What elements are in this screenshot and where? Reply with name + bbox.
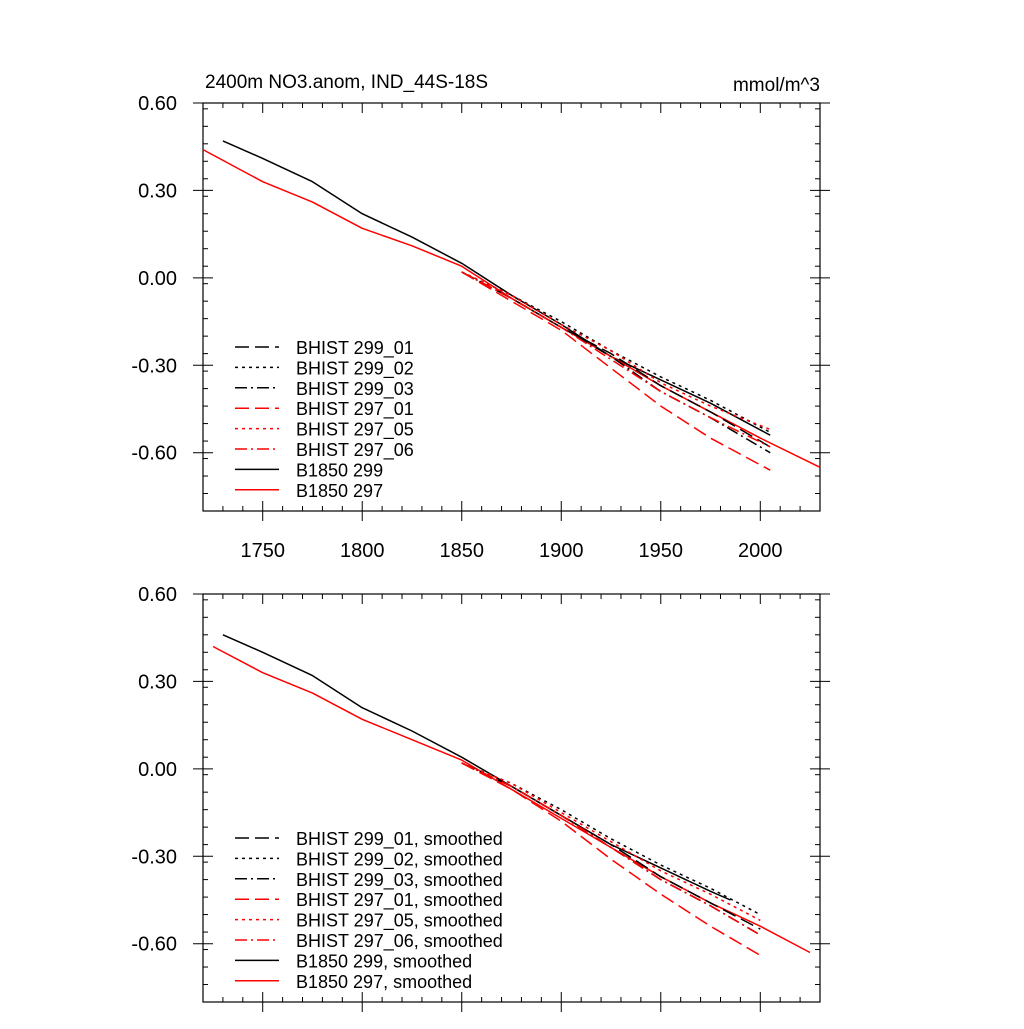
series-line-0	[461, 271, 771, 448]
y-tick-label: -0.30	[131, 355, 177, 377]
legend-label: BHIST 297_05, smoothed	[296, 911, 503, 932]
y-tick-label: 0.30	[138, 671, 177, 693]
y-tick-label: 0.00	[138, 759, 177, 781]
legend-label: B1850 297	[296, 481, 383, 501]
legend-label: BHIST 297_01	[296, 399, 414, 420]
plot-frame	[202, 593, 821, 1003]
series-line-0	[461, 762, 761, 930]
legend-label: BHIST 297_01, smoothed	[296, 890, 503, 911]
series-line-5	[461, 762, 761, 936]
series-line-3	[461, 271, 771, 471]
plot-frame	[202, 102, 821, 512]
legend-label: B1850 297, smoothed	[296, 972, 472, 992]
x-tick-label: 2000	[738, 540, 783, 562]
x-tick-label: 1850	[439, 540, 484, 562]
legend-label: BHIST 299_03, smoothed	[296, 870, 503, 891]
top-panel: 1750 1800 1850 1900 1950 2000 0.60 0.30 0.00 -0.3…	[131, 72, 830, 562]
y-tick-label: 0.60	[138, 93, 177, 115]
x-tick-label: 1900	[539, 540, 584, 562]
y-tick-label: 0.00	[138, 268, 177, 290]
x-tick-label: 1950	[639, 540, 684, 562]
y-tick-label: -0.60	[131, 443, 177, 465]
y-tick-label: 0.60	[138, 584, 177, 606]
legend-label: BHIST 297_05	[296, 420, 414, 441]
legend-label: BHIST 297_06	[296, 440, 414, 461]
legend-label: BHIST 299_01, smoothed	[296, 829, 503, 850]
legend-label: B1850 299	[296, 460, 383, 480]
legend-label: BHIST 297_06, smoothed	[296, 931, 503, 952]
legend-label: BHIST 299_02	[296, 358, 414, 379]
legend-label: B1850 299, smoothed	[296, 951, 472, 971]
series-line-6	[222, 634, 731, 901]
x-tick-label: 1800	[340, 540, 385, 562]
y-tick-label: -0.60	[131, 934, 177, 956]
legend-label: BHIST 299_03	[296, 379, 414, 400]
series-line-3	[461, 762, 761, 957]
series-line-5	[461, 271, 771, 448]
series-line-4	[461, 762, 761, 922]
bottom-panel: 0.60 0.30 0.00 -0.30 -0.60 BHIST 299_01, smoo…	[131, 584, 830, 1012]
units-label: mmol/m^3	[733, 75, 820, 96]
series-line-4	[461, 271, 771, 431]
x-tick-label: 1750	[240, 540, 285, 562]
legend-label: BHIST 299_01	[296, 338, 414, 359]
y-tick-label: -0.30	[131, 846, 177, 868]
chart-title: 2400m NO3.anom, IND_44S-18S	[205, 72, 488, 93]
series-line-6	[222, 140, 771, 436]
y-tick-label: 0.30	[138, 180, 177, 202]
legend-label: BHIST 299_02, smoothed	[296, 849, 503, 870]
